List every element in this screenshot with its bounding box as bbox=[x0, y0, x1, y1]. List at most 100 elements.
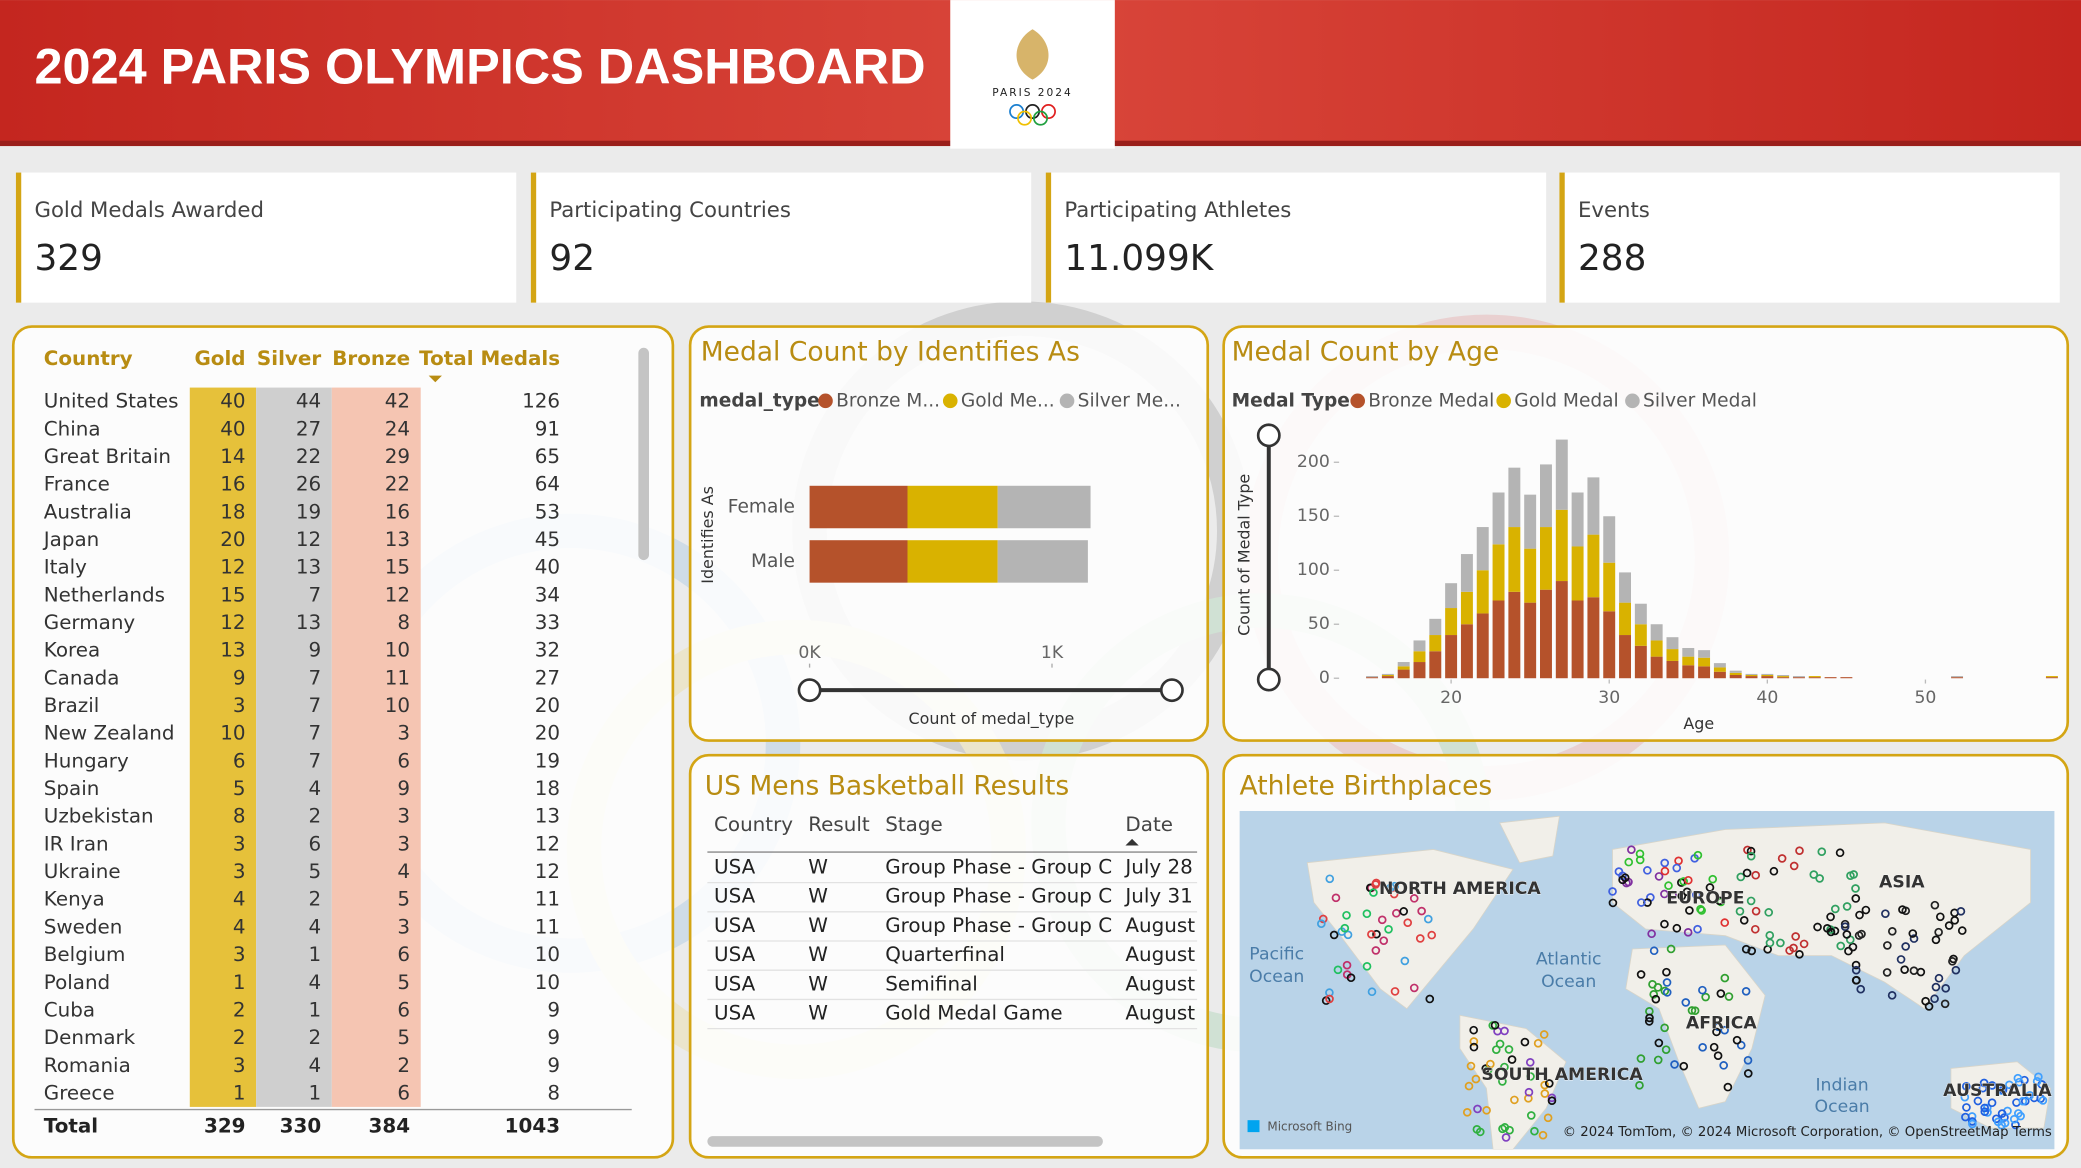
table-cell: China bbox=[44, 417, 101, 440]
map-point bbox=[1469, 1037, 1479, 1046]
map-point bbox=[1720, 973, 1730, 983]
bar-segment bbox=[1808, 676, 1821, 678]
slider-handle[interactable] bbox=[797, 678, 822, 703]
map-point bbox=[1944, 921, 1954, 930]
table-cell: 12 bbox=[220, 556, 245, 579]
map-point bbox=[1415, 934, 1425, 943]
map-point bbox=[1817, 847, 1827, 857]
table-cell: 13 bbox=[385, 528, 410, 551]
map-point bbox=[1896, 955, 1906, 964]
map-point bbox=[1842, 930, 1852, 939]
table-cell: 5 bbox=[397, 888, 410, 911]
bar-segment bbox=[1381, 673, 1394, 675]
table-cell: 29 bbox=[385, 445, 410, 468]
ocean-label: Pacific bbox=[1249, 944, 1304, 964]
map-point bbox=[1690, 1006, 1700, 1016]
table-cell: 7 bbox=[309, 583, 322, 606]
bar-segment bbox=[1761, 674, 1774, 677]
table-cell: 12 bbox=[535, 832, 560, 855]
bar-segment bbox=[1508, 591, 1521, 679]
table-cell: 11 bbox=[535, 888, 560, 911]
map-point bbox=[1510, 1095, 1519, 1105]
table-cell: Spain bbox=[44, 777, 100, 800]
map-point bbox=[1507, 1055, 1517, 1064]
bar-segment bbox=[1587, 477, 1600, 535]
map-point bbox=[1660, 919, 1669, 929]
bar-segment bbox=[1650, 640, 1663, 657]
bar-segment bbox=[1508, 467, 1521, 528]
map-point bbox=[1390, 881, 1400, 891]
map-point bbox=[1389, 889, 1399, 899]
map-point bbox=[1543, 1113, 1553, 1123]
table-cell: 2 bbox=[309, 888, 322, 911]
map-point bbox=[1887, 926, 1897, 936]
map-point bbox=[1736, 872, 1746, 882]
table-cell: 14 bbox=[220, 445, 245, 468]
legend-title: Medal Type bbox=[1232, 390, 1350, 411]
map-point bbox=[1736, 1040, 1746, 1050]
map-land bbox=[1306, 815, 2051, 1150]
map bbox=[1239, 810, 2055, 1150]
table-cell: 2 bbox=[233, 998, 246, 1021]
bar-segment bbox=[1777, 677, 1790, 679]
table-cell: 11 bbox=[535, 915, 560, 938]
table-total: 329 bbox=[204, 1114, 246, 1137]
table-cell: 3 bbox=[233, 694, 246, 717]
slider-handle[interactable] bbox=[1159, 678, 1184, 703]
map-point bbox=[1399, 907, 1409, 916]
table-cell: 34 bbox=[535, 583, 560, 606]
map-point bbox=[1392, 908, 1401, 918]
table-cell: 45 bbox=[535, 528, 560, 551]
bar-segment bbox=[1603, 562, 1616, 612]
bar-segment bbox=[1429, 651, 1442, 679]
legend-label: Gold Me... bbox=[961, 390, 1055, 411]
table-cell: 7 bbox=[309, 694, 322, 717]
table-cell: 20 bbox=[220, 528, 245, 551]
legend-swatch bbox=[1625, 393, 1640, 409]
map-point bbox=[1709, 1042, 1719, 1052]
map-point bbox=[1679, 877, 1688, 886]
map-point bbox=[1741, 986, 1751, 996]
bar-segment bbox=[1587, 534, 1600, 598]
table-cell: USA bbox=[714, 856, 756, 879]
bar-segment bbox=[1476, 613, 1489, 679]
map-point bbox=[1526, 1072, 1535, 1081]
table-cell: 12 bbox=[296, 528, 321, 551]
map-point bbox=[1951, 965, 1961, 975]
map-point bbox=[1475, 1127, 1485, 1137]
map-point bbox=[1857, 929, 1866, 939]
bar-segment bbox=[1571, 600, 1584, 679]
table-cell: 3 bbox=[233, 832, 246, 855]
map-label: ASIA bbox=[1879, 873, 1925, 893]
slider-handle[interactable] bbox=[1256, 667, 1281, 692]
bar-segment bbox=[1492, 544, 1505, 601]
map-point bbox=[1498, 1124, 1507, 1134]
map-label: AUSTRALIA bbox=[1943, 1081, 2052, 1101]
table-cell: 13 bbox=[220, 639, 245, 662]
map-point bbox=[1469, 1025, 1478, 1035]
bar-segment bbox=[1540, 527, 1552, 590]
kpi-card bbox=[15, 172, 517, 303]
table-cell: Italy bbox=[44, 556, 87, 579]
basketball-scrollbar[interactable] bbox=[707, 1136, 1103, 1147]
table-cell: 9 bbox=[233, 666, 246, 689]
y-tick-label: 50 bbox=[1308, 614, 1330, 634]
table-header: Bronze bbox=[332, 347, 410, 370]
bar-segment bbox=[1413, 651, 1426, 663]
table-cell: United States bbox=[44, 390, 179, 413]
map-point bbox=[1742, 868, 1752, 878]
table-cell: 126 bbox=[522, 390, 560, 413]
ocean-label: Ocean bbox=[1541, 972, 1596, 992]
map-point bbox=[1530, 1126, 1539, 1136]
map-point bbox=[1662, 978, 1672, 987]
map-point bbox=[1425, 994, 1435, 1004]
legend-title: medal_type bbox=[699, 390, 819, 411]
bar-segment bbox=[1951, 676, 1964, 678]
table-cell: 1 bbox=[309, 943, 322, 966]
slider-handle[interactable] bbox=[1256, 423, 1281, 448]
map-point bbox=[1851, 965, 1861, 975]
logo-text: PARIS 2024 bbox=[992, 86, 1073, 99]
panel-title: Medal Count by Age bbox=[1232, 337, 1500, 368]
table-scrollbar[interactable] bbox=[638, 347, 649, 561]
table-cell: Uzbekistan bbox=[44, 805, 154, 828]
